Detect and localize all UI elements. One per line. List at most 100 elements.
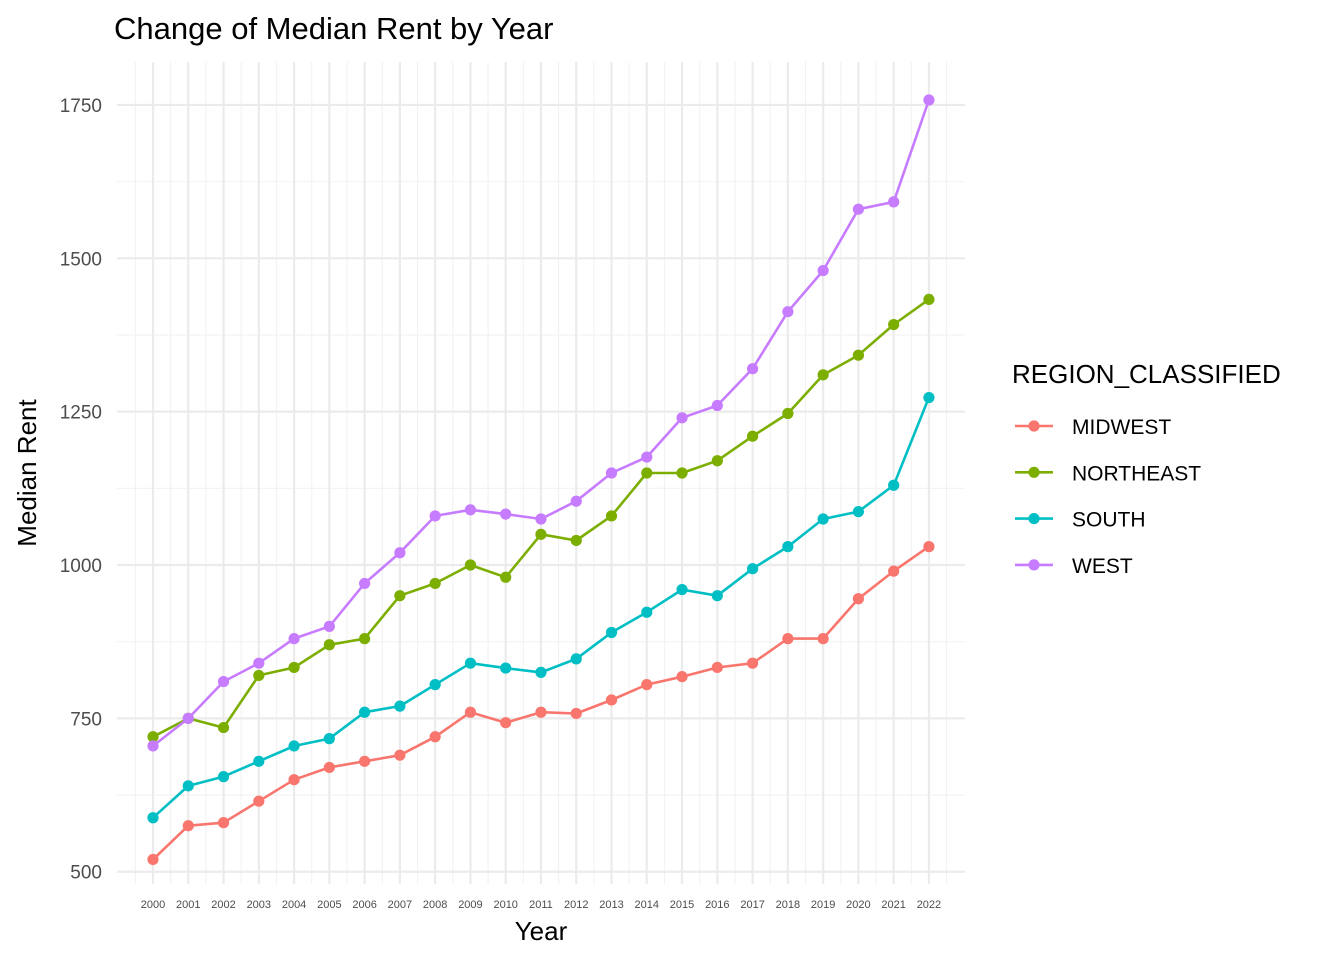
y-tick-label: 1750 xyxy=(60,96,102,117)
data-point-midwest xyxy=(323,761,335,774)
x-tick-label: 2002 xyxy=(211,899,235,911)
data-point-south xyxy=(182,780,194,792)
x-tick-label: 2014 xyxy=(635,899,659,911)
y-tick-label: 1000 xyxy=(60,556,102,577)
data-point-midwest xyxy=(746,657,759,669)
data-point-west xyxy=(923,94,935,106)
legend-key-point xyxy=(1028,466,1040,478)
x-tick-label: 2005 xyxy=(317,899,341,911)
data-point-midwest xyxy=(500,717,512,729)
data-point-midwest xyxy=(676,671,688,683)
data-point-west xyxy=(323,620,335,632)
y-axis-ticks: 500 750 1000 1250 1500 1750 xyxy=(60,96,102,884)
series-layer xyxy=(147,94,935,866)
x-tick-label: 2004 xyxy=(282,899,306,911)
data-point-west xyxy=(676,412,688,424)
legend-label: SOUTH xyxy=(1072,509,1146,532)
data-point-west xyxy=(182,712,194,724)
y-tick-label: 500 xyxy=(70,863,102,884)
data-point-northeast xyxy=(464,559,477,571)
data-point-northeast xyxy=(359,633,371,645)
x-tick-label: 2003 xyxy=(247,899,271,911)
data-point-midwest xyxy=(182,820,194,832)
data-point-west xyxy=(217,675,230,688)
data-point-south xyxy=(253,755,265,767)
data-point-south xyxy=(852,506,865,518)
data-point-midwest xyxy=(147,853,159,866)
data-point-northeast xyxy=(817,369,829,381)
x-tick-label: 2010 xyxy=(493,899,517,911)
x-tick-label: 2020 xyxy=(846,899,870,911)
data-point-northeast xyxy=(394,590,406,602)
data-point-west xyxy=(464,504,477,516)
y-tick-label: 1500 xyxy=(60,249,102,270)
data-point-south xyxy=(570,653,582,665)
data-point-northeast xyxy=(852,349,865,361)
data-point-south xyxy=(888,479,900,491)
data-point-south xyxy=(323,733,335,745)
x-tick-label: 2007 xyxy=(388,899,412,911)
data-point-midwest xyxy=(217,817,230,829)
data-point-midwest xyxy=(464,706,477,718)
data-point-midwest xyxy=(817,633,829,645)
data-point-midwest xyxy=(359,755,371,767)
legend-key-point xyxy=(1028,559,1040,571)
data-point-midwest xyxy=(711,661,723,674)
data-point-midwest xyxy=(429,731,441,743)
x-tick-label: 2015 xyxy=(670,899,694,911)
y-tick-label: 1250 xyxy=(60,403,102,424)
data-point-west xyxy=(535,513,547,525)
data-point-northeast xyxy=(782,407,794,420)
data-point-south xyxy=(782,541,794,553)
data-point-northeast xyxy=(570,534,582,547)
x-axis-ticks: 2000 2001 2002 2003 2004 2005 2006 2007 2008 2009… xyxy=(141,899,941,911)
x-tick-label: 2022 xyxy=(917,899,941,911)
data-point-south xyxy=(288,740,300,752)
legend-title: REGION_CLASSIFIED xyxy=(1012,359,1281,389)
data-point-south xyxy=(641,606,653,618)
chart-title: Change of Median Rent by Year xyxy=(114,11,553,46)
data-point-west xyxy=(429,510,441,522)
legend-label: MIDWEST xyxy=(1072,416,1171,439)
data-point-south xyxy=(817,513,829,525)
data-point-south xyxy=(746,563,759,575)
legend-item-west: WEST xyxy=(1015,555,1133,578)
x-tick-label: 2021 xyxy=(881,899,905,911)
data-point-west xyxy=(852,203,865,215)
data-point-northeast xyxy=(147,731,159,743)
data-point-midwest xyxy=(852,593,865,605)
y-tick-label: 750 xyxy=(70,709,102,730)
data-point-northeast xyxy=(605,510,618,522)
data-point-midwest xyxy=(394,749,406,761)
x-tick-label: 2000 xyxy=(141,899,165,911)
x-tick-label: 2011 xyxy=(529,899,553,911)
data-point-northeast xyxy=(923,293,935,305)
data-point-south xyxy=(535,666,547,678)
data-point-west xyxy=(782,306,794,318)
legend-label: NORTHEAST xyxy=(1072,462,1201,485)
data-point-west xyxy=(605,467,618,479)
data-point-south xyxy=(359,706,371,718)
data-point-northeast xyxy=(746,430,759,442)
data-point-northeast xyxy=(323,639,335,651)
legend-item-midwest: MIDWEST xyxy=(1015,416,1171,439)
x-tick-label: 2006 xyxy=(352,899,376,911)
data-point-south xyxy=(394,700,406,712)
data-point-midwest xyxy=(253,795,265,807)
data-point-northeast xyxy=(253,669,265,682)
data-point-south xyxy=(500,662,512,674)
data-point-west xyxy=(888,196,900,208)
data-point-northeast xyxy=(288,661,300,674)
data-point-south xyxy=(429,679,441,691)
legend-key-point xyxy=(1028,513,1040,525)
grid xyxy=(117,62,965,884)
data-point-northeast xyxy=(676,467,688,479)
data-point-midwest xyxy=(641,679,653,691)
x-tick-label: 2013 xyxy=(599,899,623,911)
data-point-northeast xyxy=(535,528,547,540)
x-tick-label: 2018 xyxy=(776,899,800,911)
x-tick-label: 2017 xyxy=(740,899,764,911)
data-point-west xyxy=(500,508,512,520)
data-point-midwest xyxy=(605,694,618,706)
